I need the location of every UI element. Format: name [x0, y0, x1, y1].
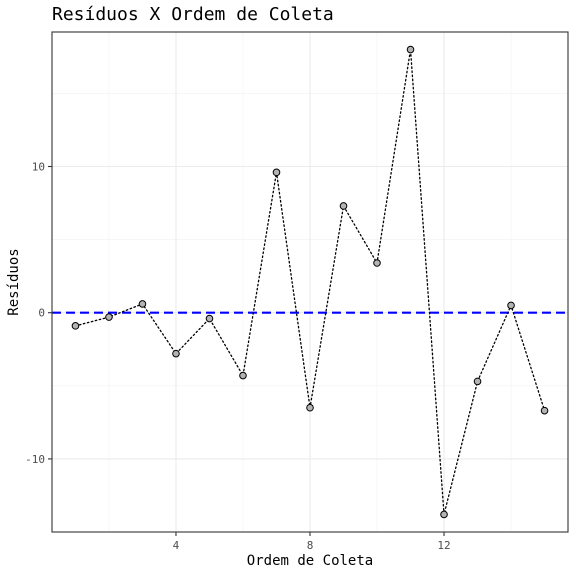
data-point	[71, 322, 80, 330]
y-tick-label: 0	[38, 307, 45, 320]
data-point	[239, 371, 247, 380]
y-axis-title: Resíduos	[6, 248, 22, 315]
x-tick-label: 4	[173, 539, 180, 552]
data-point	[306, 403, 314, 412]
plot-area: 4 8 12 -10 0 10	[25, 31, 569, 552]
x-tick-label: 8	[307, 539, 314, 552]
data-point	[406, 45, 415, 54]
data-point	[540, 406, 549, 415]
x-tick-label: 12	[437, 539, 450, 552]
x-axis-title: Ordem de Coleta	[247, 553, 373, 569]
data-point	[205, 314, 214, 323]
data-point	[507, 301, 515, 310]
data-point	[339, 202, 348, 210]
y-tick-label: -10	[25, 453, 45, 466]
data-point	[138, 300, 147, 308]
data-point	[105, 313, 113, 321]
data-point	[373, 259, 381, 267]
data-point	[172, 349, 180, 358]
data-point	[473, 377, 482, 386]
y-tick-label: 10	[32, 161, 45, 174]
data-point	[272, 168, 281, 177]
chart-title: Resíduos X Ordem de Coleta	[52, 4, 334, 25]
data-point	[440, 510, 448, 519]
